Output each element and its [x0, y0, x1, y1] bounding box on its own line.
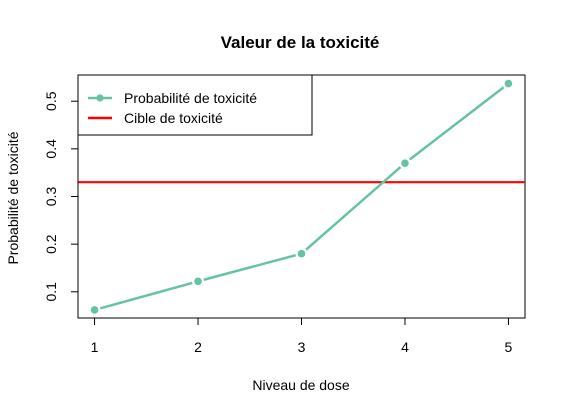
- chart-title: Valeur de la toxicité: [221, 33, 380, 52]
- y-tick-label: 0.1: [43, 282, 59, 302]
- data-point: [90, 306, 99, 314]
- y-tick-label: 0.4: [43, 139, 59, 159]
- x-axis-label: Niveau de dose: [252, 377, 350, 393]
- legend: Probabilité de toxicité Cible de toxicit…: [77, 74, 313, 136]
- series-line-segment: [408, 86, 505, 161]
- x-tick-label: 2: [194, 339, 202, 355]
- x-tick-label: 1: [91, 339, 99, 355]
- legend-series-marker: [96, 94, 104, 102]
- legend-box: [77, 74, 313, 136]
- legend-series-label: Probabilité de toxicité: [124, 90, 257, 106]
- y-tick-label: 0.3: [43, 187, 59, 207]
- y-tick-label: 0.2: [43, 234, 59, 254]
- series-line-segment: [305, 166, 402, 251]
- y-axis-label: Probabilité de toxicité: [5, 131, 21, 264]
- x-tick-label: 3: [298, 339, 306, 355]
- y-tick-label: 0.5: [43, 91, 59, 111]
- x-tick-label: 5: [505, 339, 513, 355]
- series-line-segment: [203, 254, 297, 281]
- series-group: [90, 79, 513, 314]
- series-line-segment: [100, 281, 193, 310]
- x-axis: 1 2 3 4 5: [91, 317, 513, 355]
- data-point: [194, 277, 202, 286]
- data-point: [297, 249, 306, 258]
- y-axis: 0.1 0.2 0.3 0.4 0.5: [43, 91, 79, 302]
- data-point: [401, 159, 409, 167]
- legend-reference-label: Cible de toxicité: [124, 110, 223, 126]
- data-point: [504, 79, 513, 88]
- x-tick-label: 4: [401, 339, 409, 355]
